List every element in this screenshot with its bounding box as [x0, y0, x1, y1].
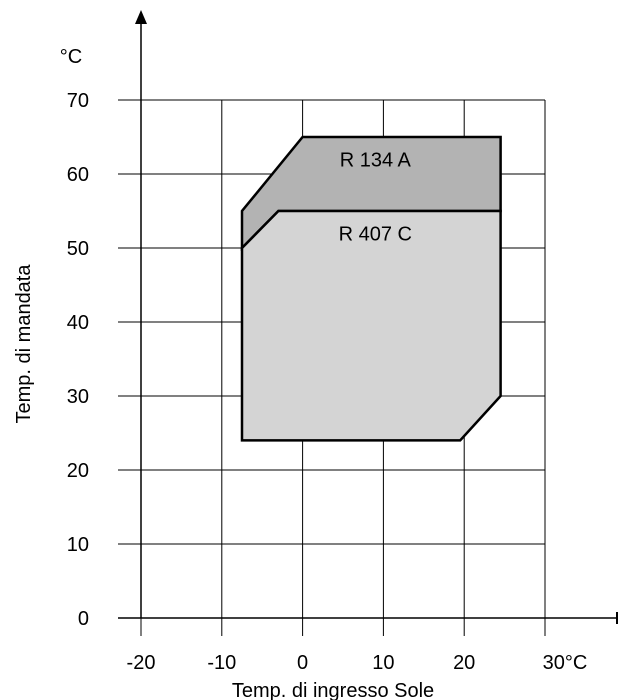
y-tick-label-5: 50: [67, 238, 89, 260]
y-tick-label-3: 30: [67, 386, 89, 408]
axes: [118, 10, 618, 624]
x-tick-label-3: 10: [372, 652, 394, 674]
y-tick-label-7: 70: [67, 90, 89, 112]
x-tick-label-4: 20: [453, 652, 475, 674]
y-tick-label-1: 10: [67, 534, 89, 556]
y-axis-title: Temp. di mandata: [13, 264, 35, 424]
tick-labels: 0 10 20 30 40 50 60 70 -20 -10 0 10 20 30°C: [67, 90, 588, 674]
x-tick-label-1: -10: [207, 652, 236, 674]
y-tick-label-0: 0: [78, 608, 89, 630]
y-tick-label-2: 20: [67, 460, 89, 482]
y-axis-arrow: [135, 10, 147, 24]
y-tick-label-4: 40: [67, 312, 89, 334]
region-label-0: R 134 A: [340, 150, 412, 172]
operating-regions: R 134 A R 407 C: [240, 135, 502, 442]
x-tick-label-0: -20: [127, 652, 156, 674]
x-tick-label-5: 30°C: [543, 652, 588, 674]
y-unit-label: °C: [60, 46, 82, 68]
region-1: [240, 209, 502, 442]
y-tick-label-6: 60: [67, 164, 89, 186]
x-tick-label-2: 0: [297, 652, 308, 674]
region-label-1: R 407 C: [339, 224, 412, 246]
x-axis-title: Temp. di ingresso Sole: [232, 680, 434, 700]
